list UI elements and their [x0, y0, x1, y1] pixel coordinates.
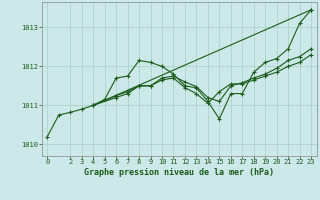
X-axis label: Graphe pression niveau de la mer (hPa): Graphe pression niveau de la mer (hPa) [84, 168, 274, 177]
